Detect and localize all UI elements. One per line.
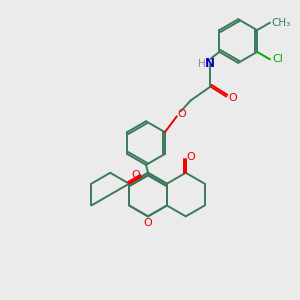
Text: O: O	[228, 94, 237, 103]
Text: O: O	[186, 152, 195, 162]
Text: O: O	[132, 170, 141, 180]
Text: H: H	[198, 59, 206, 69]
Text: O: O	[144, 218, 152, 228]
Text: CH₃: CH₃	[271, 18, 290, 28]
Text: N: N	[205, 57, 214, 70]
Text: O: O	[177, 109, 186, 119]
Text: Cl: Cl	[272, 54, 283, 64]
